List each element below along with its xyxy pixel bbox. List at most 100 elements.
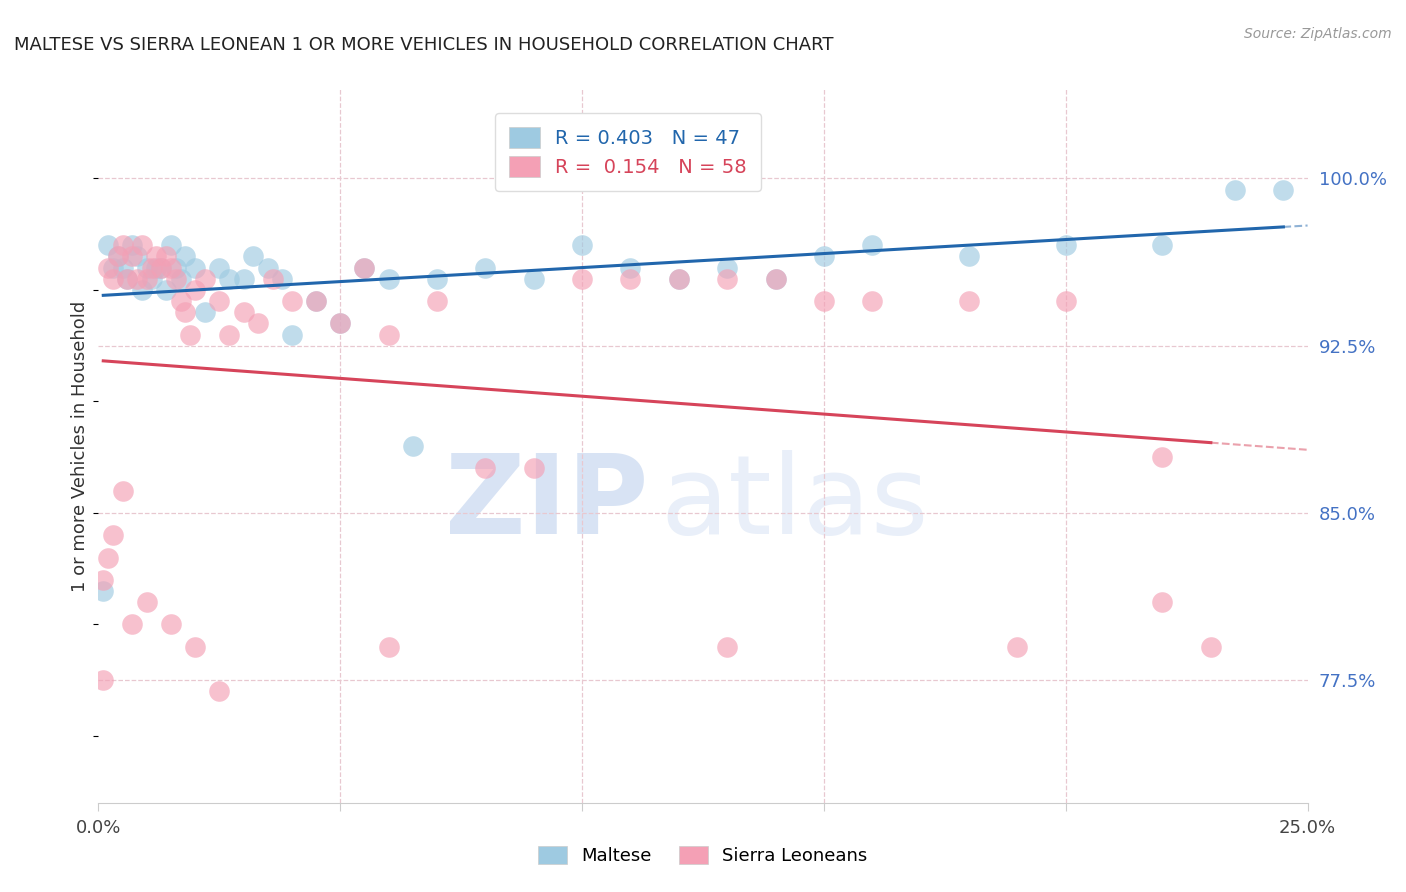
Point bbox=[247, 316, 270, 330]
Point bbox=[194, 305, 217, 319]
Point bbox=[160, 617, 183, 632]
Point bbox=[813, 294, 835, 309]
Point bbox=[329, 316, 352, 330]
Legend: R = 0.403   N = 47, R =  0.154   N = 58: R = 0.403 N = 47, R = 0.154 N = 58 bbox=[495, 113, 761, 191]
Point bbox=[571, 238, 593, 252]
Point bbox=[208, 260, 231, 275]
Point bbox=[1007, 640, 1029, 654]
Point bbox=[242, 250, 264, 264]
Point bbox=[107, 250, 129, 264]
Point bbox=[813, 250, 835, 264]
Point bbox=[111, 260, 134, 275]
Point bbox=[91, 673, 114, 687]
Point bbox=[131, 283, 153, 297]
Point bbox=[329, 316, 352, 330]
Point bbox=[131, 238, 153, 252]
Point bbox=[716, 271, 738, 285]
Point bbox=[218, 327, 240, 342]
Point bbox=[174, 305, 197, 319]
Point bbox=[141, 260, 163, 275]
Point bbox=[474, 260, 496, 275]
Point bbox=[305, 294, 328, 309]
Point bbox=[426, 271, 449, 285]
Point bbox=[165, 271, 187, 285]
Point bbox=[107, 250, 129, 264]
Point bbox=[1054, 294, 1077, 309]
Point bbox=[155, 250, 177, 264]
Point bbox=[150, 260, 173, 275]
Point bbox=[1272, 183, 1295, 197]
Point bbox=[765, 271, 787, 285]
Point bbox=[111, 483, 134, 498]
Point bbox=[208, 684, 231, 698]
Point bbox=[256, 260, 278, 275]
Point bbox=[141, 271, 163, 285]
Point bbox=[127, 271, 149, 285]
Point bbox=[160, 260, 183, 275]
Point bbox=[262, 271, 284, 285]
Point bbox=[271, 271, 294, 285]
Point bbox=[135, 271, 157, 285]
Point bbox=[135, 260, 157, 275]
Point bbox=[377, 640, 399, 654]
Point bbox=[232, 271, 254, 285]
Point bbox=[1199, 640, 1222, 654]
Point bbox=[668, 271, 690, 285]
Point bbox=[91, 584, 114, 599]
Point bbox=[353, 260, 375, 275]
Point bbox=[97, 260, 120, 275]
Point bbox=[305, 294, 328, 309]
Point bbox=[426, 294, 449, 309]
Point bbox=[523, 461, 546, 475]
Point bbox=[184, 640, 207, 654]
Point bbox=[232, 305, 254, 319]
Point bbox=[716, 640, 738, 654]
Point bbox=[101, 271, 124, 285]
Point bbox=[1223, 183, 1246, 197]
Point bbox=[860, 238, 883, 252]
Point bbox=[127, 250, 149, 264]
Point bbox=[111, 238, 134, 252]
Point bbox=[184, 260, 207, 275]
Point bbox=[145, 250, 167, 264]
Text: Source: ZipAtlas.com: Source: ZipAtlas.com bbox=[1244, 27, 1392, 41]
Point bbox=[169, 271, 191, 285]
Text: ZIP: ZIP bbox=[446, 450, 648, 557]
Point bbox=[523, 271, 546, 285]
Point bbox=[97, 550, 120, 565]
Text: atlas: atlas bbox=[661, 450, 929, 557]
Point bbox=[208, 294, 231, 309]
Point bbox=[716, 260, 738, 275]
Point bbox=[281, 294, 304, 309]
Point bbox=[145, 260, 167, 275]
Point bbox=[1152, 238, 1174, 252]
Legend: Maltese, Sierra Leoneans: Maltese, Sierra Leoneans bbox=[529, 837, 877, 874]
Point bbox=[97, 238, 120, 252]
Point bbox=[101, 528, 124, 542]
Y-axis label: 1 or more Vehicles in Household: 1 or more Vehicles in Household bbox=[70, 301, 89, 591]
Point bbox=[121, 238, 143, 252]
Point bbox=[174, 250, 197, 264]
Point bbox=[957, 250, 980, 264]
Point bbox=[377, 327, 399, 342]
Point bbox=[184, 283, 207, 297]
Point bbox=[169, 294, 191, 309]
Point bbox=[117, 271, 139, 285]
Point bbox=[668, 271, 690, 285]
Point bbox=[165, 260, 187, 275]
Point bbox=[135, 595, 157, 609]
Point bbox=[619, 260, 641, 275]
Point bbox=[194, 271, 217, 285]
Point bbox=[353, 260, 375, 275]
Point bbox=[218, 271, 240, 285]
Point bbox=[377, 271, 399, 285]
Point bbox=[155, 283, 177, 297]
Point bbox=[281, 327, 304, 342]
Point bbox=[101, 260, 124, 275]
Point bbox=[1152, 595, 1174, 609]
Point bbox=[117, 271, 139, 285]
Point bbox=[91, 573, 114, 587]
Point bbox=[150, 260, 173, 275]
Point bbox=[619, 271, 641, 285]
Point bbox=[571, 271, 593, 285]
